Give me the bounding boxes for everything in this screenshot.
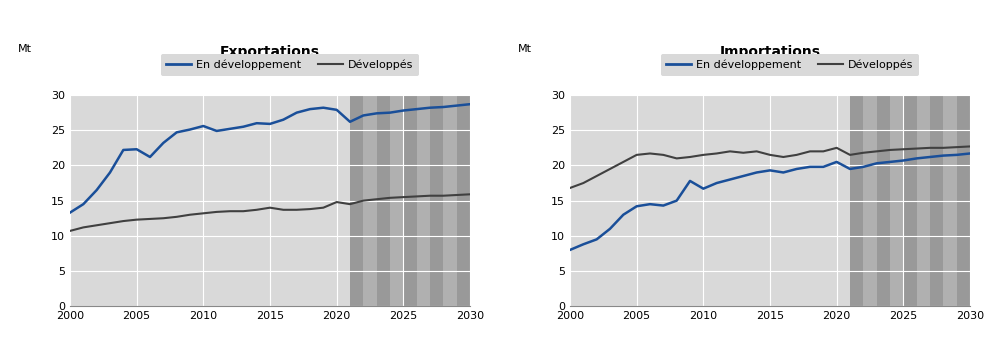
Bar [957,95,970,306]
Bar [877,95,890,306]
Bar [457,95,470,306]
Bar [377,95,390,306]
Legend: En développement, Développés: En développement, Développés [661,54,919,76]
Text: Mt: Mt [518,44,532,54]
Bar [350,95,363,306]
Bar [403,95,417,306]
Text: Mt: Mt [18,44,32,54]
Bar [903,95,917,306]
Bar [350,95,470,306]
Legend: En développement, Développés: En développement, Développés [161,54,419,76]
Title: Importations: Importations [720,45,820,59]
Bar [850,95,970,306]
Title: Exportations: Exportations [220,45,320,59]
Bar [850,95,863,306]
Bar [930,95,943,306]
Bar [430,95,443,306]
